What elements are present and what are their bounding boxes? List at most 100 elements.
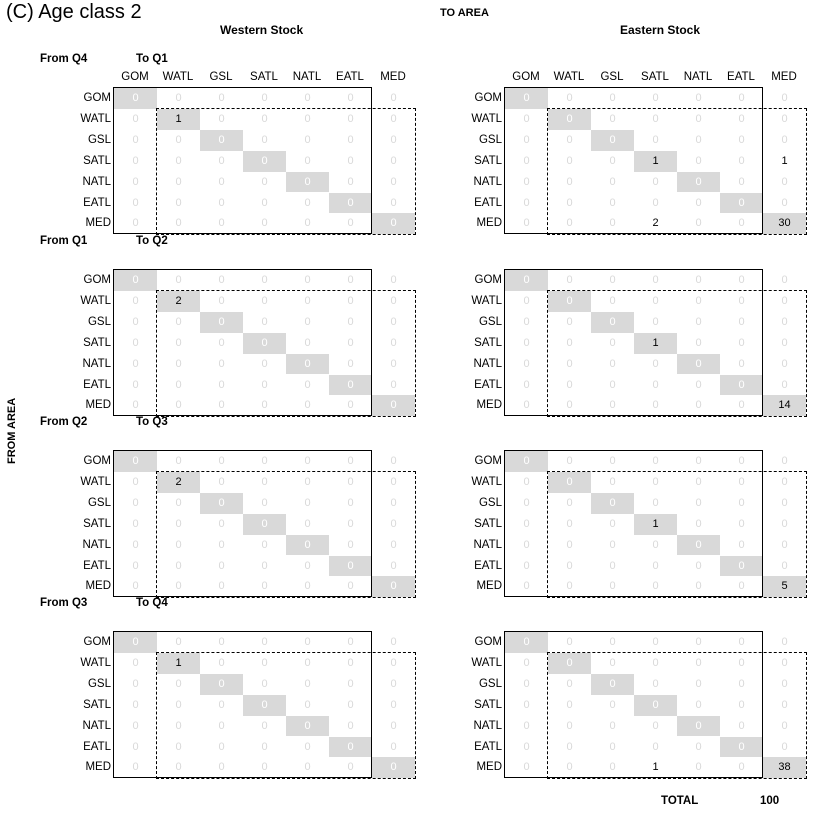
matrix-cell: 0 — [132, 175, 139, 188]
matrix-cell: 0 — [738, 580, 745, 593]
matrix-cell: 0 — [390, 636, 397, 648]
matrix-cell: 0 — [347, 154, 354, 167]
matrix-cell: 0 — [523, 719, 530, 732]
matrix-cell: 0 — [523, 154, 530, 167]
matrix-cell: 0 — [695, 217, 702, 230]
matrix-cell: 0 — [609, 580, 616, 593]
matrix-cell: 0 — [132, 217, 139, 230]
matrix-cell: 0 — [304, 294, 311, 307]
matrix-cell: 0 — [218, 92, 225, 104]
row-label-gom: GOM — [83, 636, 111, 648]
matrix-cell: 0 — [304, 112, 311, 125]
matrix-cell: 0 — [652, 719, 659, 732]
period-to-label: To Q3 — [136, 416, 168, 428]
western-stock-area-box — [113, 269, 372, 417]
matrix-cell: 0 — [347, 399, 354, 412]
matrix-cell: 0 — [738, 656, 745, 669]
matrix-cell: 0 — [200, 129, 243, 151]
matrix-cell: 0 — [347, 719, 354, 732]
matrix-cell: 0 — [175, 336, 182, 349]
matrix-cell: 0 — [347, 538, 354, 551]
matrix-cell: 1 — [157, 108, 200, 130]
eastern-stock-area-box — [547, 107, 807, 236]
matrix-cell: 0 — [218, 154, 225, 167]
matrix-cell: 0 — [390, 92, 397, 104]
matrix-cell: 0 — [695, 698, 702, 711]
matrix-cell: 0 — [548, 108, 591, 130]
row-label-med: MED — [476, 399, 502, 412]
matrix-cell: 0 — [347, 517, 354, 530]
period-to-label: To Q1 — [136, 53, 168, 65]
matrix-cell: 0 — [372, 395, 415, 417]
matrix-cell: 0 — [566, 580, 573, 593]
matrix-cell: 0 — [523, 517, 530, 530]
matrix-cell: 0 — [609, 294, 616, 307]
matrix-cell: 0 — [304, 517, 311, 530]
eastern-stock-area-box — [156, 289, 416, 418]
matrix-cell: 0 — [132, 761, 139, 774]
matrix-cell: 0 — [132, 698, 139, 711]
matrix-cell: 0 — [175, 761, 182, 774]
matrix-cell: 0 — [566, 677, 573, 690]
western-stock-area-box — [504, 87, 763, 235]
matrix-cell: 0 — [523, 677, 530, 690]
matrix-cell: 0 — [652, 475, 659, 488]
matrix-cell: 0 — [132, 517, 139, 530]
matrix-cell: 0 — [218, 559, 225, 572]
matrix-cell: 0 — [523, 294, 530, 307]
row-label-gsl: GSL — [87, 496, 111, 509]
matrix-cell: 0 — [132, 112, 139, 125]
matrix-cell: 0 — [566, 559, 573, 572]
row-label-satl: SATL — [474, 154, 502, 167]
eastern-stock-area-box — [156, 470, 416, 599]
row-label-med: MED — [476, 761, 502, 774]
matrix-cell: 0 — [261, 538, 268, 551]
matrix-cell: 0 — [390, 112, 397, 125]
column-header-med: MED — [771, 71, 797, 83]
matrix-cell: 0 — [175, 740, 182, 753]
matrix-cell: 0 — [609, 217, 616, 230]
matrix-cell: 0 — [695, 475, 702, 488]
western-stock-label: Western Stock — [220, 23, 304, 37]
matrix-cell: 0 — [261, 677, 268, 690]
matrix-cell: 0 — [304, 133, 311, 146]
row-label-eatl: EATL — [474, 559, 502, 572]
matrix-cell: 0 — [390, 133, 397, 146]
matrix-cell: 0 — [781, 92, 788, 104]
matrix-cell: 0 — [114, 632, 157, 653]
row-label-med: MED — [476, 217, 502, 230]
matrix-cell: 0 — [652, 559, 659, 572]
matrix-cell: 0 — [652, 112, 659, 125]
matrix-cell: 0 — [695, 112, 702, 125]
matrix-cell: 0 — [132, 538, 139, 551]
matrix-cell: 0 — [609, 538, 616, 551]
matrix-cell: 1 — [634, 513, 677, 535]
row-label-satl: SATL — [83, 517, 111, 530]
matrix-cell: 0 — [390, 677, 397, 690]
matrix-cell: 0 — [347, 496, 354, 509]
matrix-cell: 0 — [114, 88, 157, 109]
matrix-cell: 0 — [218, 196, 225, 209]
matrix-cell: 0 — [347, 315, 354, 328]
matrix-cell: 0 — [609, 656, 616, 669]
matrix-cell: 0 — [347, 656, 354, 669]
matrix-cell: 0 — [261, 133, 268, 146]
matrix-cell: 0 — [566, 538, 573, 551]
row-label-gom: GOM — [83, 455, 111, 467]
matrix-cell: 1 — [652, 761, 659, 774]
matrix-cell: 0 — [175, 92, 182, 104]
row-label-watl: WATL — [471, 294, 502, 307]
matrix-cell: 0 — [175, 455, 182, 467]
matrix-cell: 0 — [261, 357, 268, 370]
matrix-cell: 0 — [175, 677, 182, 690]
row-label-eatl: EATL — [83, 740, 111, 753]
matrix-cell: 5 — [763, 576, 806, 598]
row-label-satl: SATL — [83, 154, 111, 167]
western-stock-area-box — [113, 631, 372, 779]
western-stock-area-box — [113, 87, 372, 235]
matrix-cell: 0 — [781, 196, 788, 209]
matrix-cell: 0 — [720, 192, 763, 214]
matrix-cell: 0 — [347, 475, 354, 488]
row-label-natl: NATL — [473, 538, 502, 551]
matrix-cell: 0 — [781, 455, 788, 467]
